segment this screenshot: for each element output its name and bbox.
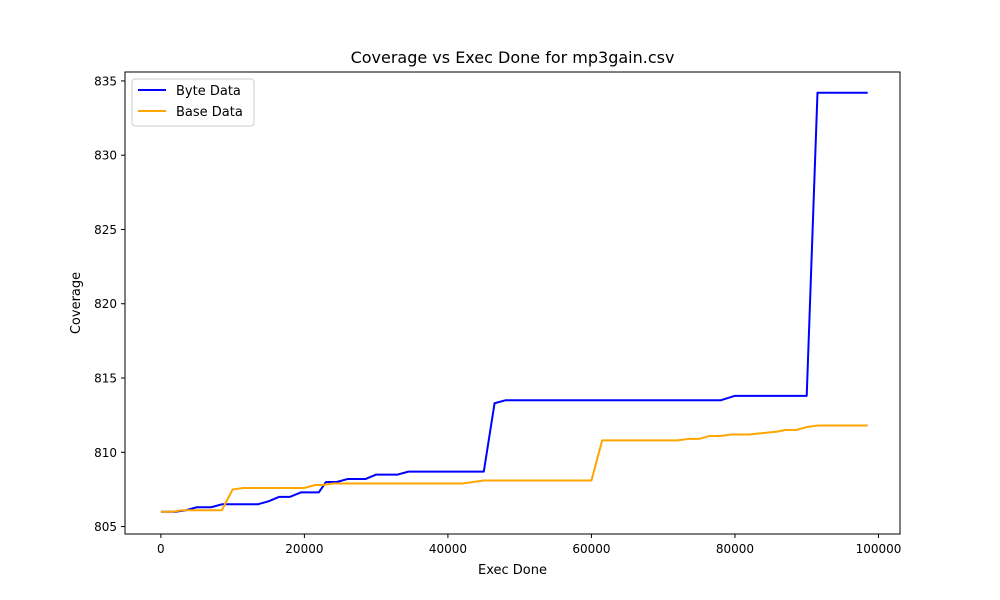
x-tick-label: 100000: [856, 542, 902, 556]
x-tick-label: 60000: [572, 542, 610, 556]
y-tick-label: 805: [94, 520, 117, 534]
plot-area: [125, 72, 900, 534]
x-tick-label: 80000: [716, 542, 754, 556]
x-tick-label: 0: [157, 542, 165, 556]
legend-label-byte-data: Byte Data: [176, 84, 241, 99]
plot-frame: [124, 71, 901, 535]
x-axis: 0 20000 40000 60000 80000 100000: [157, 534, 901, 556]
y-tick-label: 810: [94, 446, 117, 460]
x-tick-label: 40000: [429, 542, 467, 556]
chart-title: Coverage vs Exec Done for mp3gain.csv: [351, 48, 675, 67]
series-line-base-data: [160, 424, 868, 513]
series-layer: [160, 91, 868, 513]
y-tick-label: 835: [94, 74, 117, 88]
y-tick-label: 830: [94, 149, 117, 163]
series-line-byte-data: [160, 91, 868, 513]
y-tick-label: 815: [94, 372, 117, 386]
legend-label-base-data: Base Data: [176, 105, 243, 120]
x-axis-label: Exec Done: [478, 563, 547, 578]
y-axis-label: Coverage: [69, 272, 84, 334]
x-tick-label: 20000: [285, 542, 323, 556]
y-axis: 805 810 815 820 825 830 835: [94, 74, 125, 534]
y-tick-label: 825: [94, 223, 117, 237]
y-tick-label: 820: [94, 297, 117, 311]
legend: Byte Data Base Data: [131, 78, 255, 127]
